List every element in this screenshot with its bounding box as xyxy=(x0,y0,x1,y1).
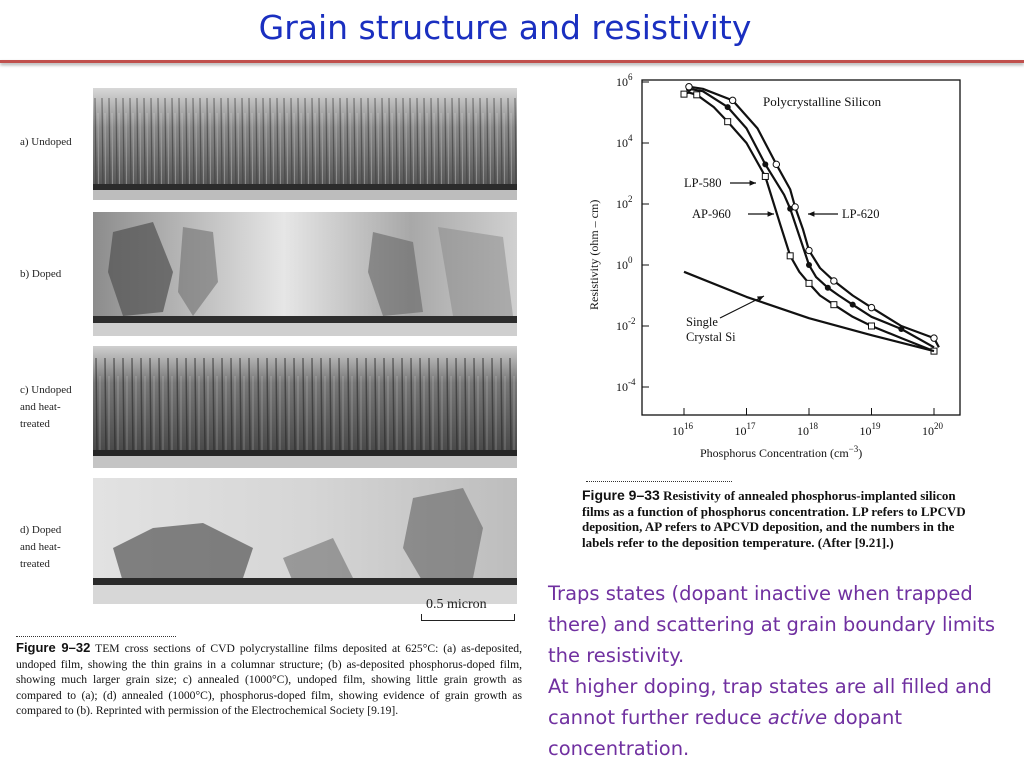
series-0-point-8 xyxy=(786,252,794,260)
y-tick-label-5: 10-4 xyxy=(616,377,636,394)
series-0-point-12 xyxy=(830,301,838,309)
series-2-point-14 xyxy=(930,334,938,342)
y-axis-label: Resistivity (ohm – cm) xyxy=(587,200,601,310)
tem-image-doped-heat-treated xyxy=(93,478,517,604)
series-0-point-0 xyxy=(680,90,688,98)
panel-label-a: a) Undoped xyxy=(20,136,72,148)
series-line-3 xyxy=(683,270,935,353)
scale-bar xyxy=(421,614,515,621)
scale-bar-label: 0.5 micron xyxy=(426,597,487,612)
series-2-point-0 xyxy=(685,83,693,91)
title-divider xyxy=(0,60,1024,63)
figure-9-32-caption: Figure 9–32 TEM cross sections of CVD po… xyxy=(16,640,522,719)
series-1-point-2 xyxy=(724,104,731,111)
figure-9-33-caption: Figure 9–33 Resistivity of annealed phos… xyxy=(582,487,966,550)
y-tick-label-4: 10-2 xyxy=(616,316,636,333)
note-emphasis: active xyxy=(767,706,828,729)
x-tick-exp-4: 20 xyxy=(934,421,944,431)
resistivity-chart: 1016 1017 1018 1019 1020 106 104 102 100 10-2 10-4… xyxy=(587,72,961,460)
series-1-point-4 xyxy=(762,161,769,168)
tem-image-doped xyxy=(93,212,517,336)
chart-title: Polycrystalline Silicon xyxy=(763,94,882,109)
series-layer xyxy=(680,83,940,355)
panel-label-d: d) Doped and heat- treated xyxy=(20,524,62,570)
note-paragraph-2: At higher doping, trap states are all fi… xyxy=(548,671,1008,764)
note-paragraph-1: Traps states (dopant inactive when trapp… xyxy=(548,582,996,667)
series-2-point-4 xyxy=(772,160,781,169)
series-0-point-2 xyxy=(693,91,701,99)
y-tick-label-0: 106 xyxy=(616,72,633,89)
x-tick-exp-0: 16 xyxy=(684,421,694,431)
figure-9-32-label: Figure 9–32 xyxy=(16,640,91,655)
tick-labels: 1016 1017 1018 1019 1020 106 104 102 100 10-2 10-4 xyxy=(616,72,944,438)
slide-title: Grain structure and resistivity xyxy=(258,8,752,47)
series-line-0 xyxy=(683,91,935,353)
y-tick-label-3: 100 xyxy=(616,255,633,272)
annotation-3-line2: Crystal Si xyxy=(686,330,736,344)
x-tick-label-0: 1016 xyxy=(672,421,694,438)
series-2-point-8 xyxy=(805,246,813,255)
series-0-point-10 xyxy=(805,279,813,287)
y-tick-label-2: 102 xyxy=(616,194,633,211)
caption-rule-right xyxy=(586,481,732,482)
caption-rule-left xyxy=(16,636,176,637)
x-tick-exp-2: 18 xyxy=(809,421,819,431)
y-tick-exp-1: 4 xyxy=(628,133,633,143)
plot-frame xyxy=(641,79,961,416)
annotation-arrowhead-2 xyxy=(808,211,815,217)
x-axis-label-exp: −3 xyxy=(849,444,859,454)
x-axis-label-close: ) xyxy=(858,446,862,460)
x-axis-label-text: Phosphorus Concentration (cm xyxy=(700,446,849,460)
y-tick-exp-0: 6 xyxy=(628,72,633,82)
series-2-point-6 xyxy=(791,203,799,211)
tem-image-undoped xyxy=(93,88,517,200)
note-paragraph-2-end: dopant concentration. xyxy=(548,706,902,760)
series-2-point-10 xyxy=(830,277,838,285)
annotation-1: AP-960 xyxy=(692,207,731,221)
series-1-point-10 xyxy=(824,284,831,291)
series-line-1 xyxy=(688,87,935,349)
x-axis-label: Phosphorus Concentration (cm−3) xyxy=(700,444,862,460)
y-tick-exp-3: 0 xyxy=(628,255,633,265)
series-1-point-8 xyxy=(806,262,812,268)
y-tick-exp-5: -4 xyxy=(628,377,636,387)
series-2-point-12 xyxy=(867,303,876,312)
x-tick-exp-3: 19 xyxy=(872,421,882,431)
annotation-0: LP-580 xyxy=(684,176,722,190)
series-1-point-12 xyxy=(849,301,856,308)
panel-label-b: b) Doped xyxy=(20,268,62,280)
axis-ticks xyxy=(642,81,935,415)
annotation-arrowhead-1 xyxy=(767,211,774,217)
slide-notes: Traps states (dopant inactive when trapp… xyxy=(548,578,1008,764)
x-tick-label-2: 1018 xyxy=(797,421,819,438)
panel-label-c: c) Undoped and heat- treated xyxy=(20,384,72,430)
y-tick-exp-4: -2 xyxy=(628,316,636,326)
y-tick-label-1: 104 xyxy=(616,133,633,150)
annotation-2: LP-620 xyxy=(842,207,880,221)
y-tick-exp-2: 2 xyxy=(628,194,633,204)
x-tick-exp-1: 17 xyxy=(747,421,757,431)
figure-9-33-text: Resistivity of annealed phosphorus-impla… xyxy=(582,488,966,550)
x-tick-label-3: 1019 xyxy=(860,421,882,438)
series-0-point-14 xyxy=(868,322,875,330)
series-0-point-6 xyxy=(761,172,769,180)
series-0-point-4 xyxy=(724,118,732,126)
x-tick-label-1: 1017 xyxy=(735,421,757,438)
tem-image-undoped-heat-treated xyxy=(93,346,517,468)
annotation-arrow-3 xyxy=(719,295,765,319)
series-2-point-2 xyxy=(728,96,737,105)
figure-9-33-label: Figure 9–33 xyxy=(582,487,660,503)
annotation-arrowhead-0 xyxy=(749,180,756,186)
x-tick-label-4: 1020 xyxy=(922,421,944,438)
series-line-2 xyxy=(688,85,940,348)
note-paragraph-2-start: At higher doping, trap states are all fi… xyxy=(548,675,992,729)
annotation-arrowhead-3 xyxy=(757,296,764,302)
annotation-3: Single xyxy=(686,315,718,329)
figure-9-32-text: TEM cross sections of CVD polycrystallin… xyxy=(16,642,522,717)
